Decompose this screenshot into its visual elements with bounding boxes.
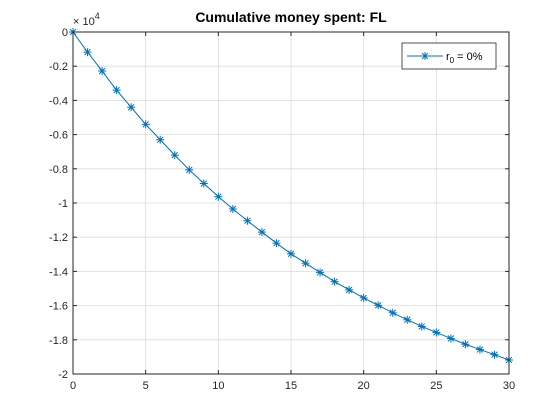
data-point <box>243 216 252 225</box>
ticks <box>72 31 510 375</box>
data-point <box>185 165 194 174</box>
marker-stroke <box>302 259 309 267</box>
data-point <box>374 301 383 310</box>
data-point <box>214 192 223 201</box>
data-point <box>421 52 429 60</box>
y-tick-label: -1.6 <box>49 301 68 313</box>
data-point <box>446 334 455 343</box>
y-tick-label: -1.2 <box>49 232 68 244</box>
y-tick-label: -1 <box>58 198 68 210</box>
legend-marker-icon <box>421 52 429 60</box>
y-axis-multiplier: × 104 <box>73 11 100 28</box>
legend-label-sub: 0 <box>450 56 455 65</box>
legend-entry: r0 = 0% <box>446 51 483 65</box>
data-point <box>475 345 484 354</box>
data-point <box>330 277 339 286</box>
marker-stroke <box>171 151 178 159</box>
data-point <box>316 268 325 277</box>
marker-stroke <box>360 294 367 302</box>
x-tick-label: 0 <box>70 380 76 392</box>
marker-stroke <box>316 269 324 276</box>
marker-stroke <box>229 205 237 213</box>
data-point <box>345 285 354 294</box>
y-tick-label: -0.4 <box>49 95 68 107</box>
data-point <box>301 259 310 268</box>
data-point <box>432 328 441 337</box>
data-point <box>83 48 92 57</box>
y-tick-label: -0.6 <box>49 130 68 142</box>
data-point <box>403 315 412 324</box>
data-point <box>156 135 165 144</box>
y-tick-label: -2 <box>58 369 68 381</box>
marker-stroke <box>84 48 91 56</box>
marker-stroke <box>389 309 396 317</box>
x-tick-label: 15 <box>285 380 297 392</box>
multiplier-base: × 10 <box>73 16 95 28</box>
data-point <box>127 103 136 112</box>
marker-stroke <box>200 180 208 187</box>
marker-stroke <box>331 278 338 285</box>
data-point <box>228 204 237 213</box>
data-point <box>417 322 426 331</box>
marker-stroke <box>476 346 484 353</box>
marker-stroke <box>113 86 120 94</box>
data-point <box>170 151 179 160</box>
marker-stroke <box>418 323 426 330</box>
data-point <box>199 179 208 188</box>
x-tick-label: 20 <box>358 380 370 392</box>
y-tick-label: -0.8 <box>49 164 68 176</box>
data-point <box>272 239 281 248</box>
marker-stroke <box>156 136 164 143</box>
marker-stroke <box>142 121 149 128</box>
data-point <box>388 308 397 317</box>
legend-label-rest: = 0% <box>454 51 483 63</box>
marker-stroke <box>258 228 266 236</box>
y-tick-labels: 0 -0.2 -0.4 -0.6 -0.8 -1 -1.2 -1.4 -1.6 -1.8 -2 <box>49 27 68 381</box>
marker-stroke <box>491 351 498 358</box>
data-point <box>141 120 150 129</box>
data-point <box>287 249 295 258</box>
marker-stroke <box>127 103 135 111</box>
marker-stroke <box>462 340 469 348</box>
x-tick-label: 10 <box>212 380 224 392</box>
x-tick-labels: 0 5 10 15 20 25 30 <box>70 380 515 392</box>
y-tick-label: -1.4 <box>49 266 68 278</box>
data-point <box>461 340 470 349</box>
marker-stroke <box>345 286 353 294</box>
marker-stroke <box>215 193 222 200</box>
x-tick-label: 5 <box>143 380 149 392</box>
data-point <box>98 66 107 75</box>
marker-stroke <box>421 52 429 60</box>
marker-stroke <box>186 166 193 174</box>
marker-stroke <box>98 67 106 75</box>
x-tick-label: 25 <box>430 380 442 392</box>
data-point <box>490 350 499 359</box>
y-tick-label: -1.8 <box>49 335 68 347</box>
marker-stroke <box>273 239 280 247</box>
y-tick-label: 0 <box>62 27 68 39</box>
data-point <box>359 293 368 302</box>
marker-stroke <box>433 329 440 336</box>
chart-title: Cumulative money spent: FL <box>195 9 387 25</box>
legend-label-main: r <box>446 51 450 63</box>
multiplier-exponent: 4 <box>95 11 100 21</box>
marker-stroke <box>244 217 251 225</box>
marker-stroke <box>287 250 295 258</box>
x-tick-label: 30 <box>503 380 515 392</box>
marker-stroke <box>447 335 455 342</box>
y-tick-label: -0.2 <box>49 61 68 73</box>
marker-stroke <box>374 302 382 309</box>
data-point <box>257 228 266 237</box>
legend: r0 = 0% <box>401 42 497 70</box>
marker-stroke <box>404 316 411 324</box>
data-point <box>112 86 121 95</box>
